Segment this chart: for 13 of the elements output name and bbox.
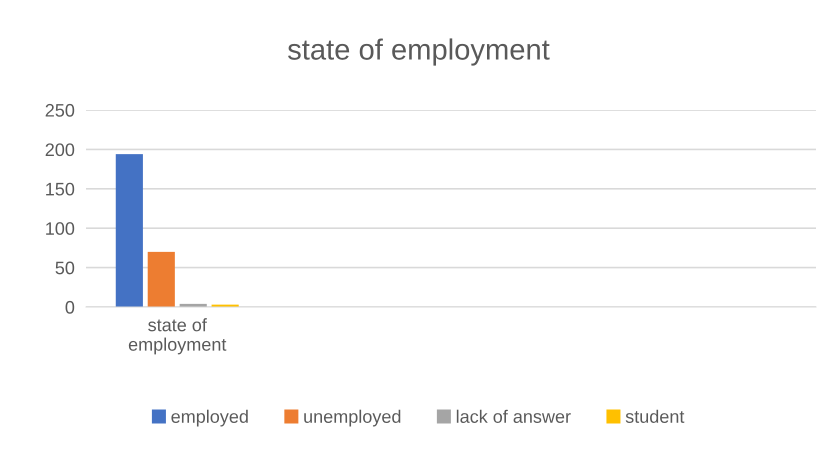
y-tick-label: 200 (46, 143, 74, 156)
y-tick-label: 50 (56, 262, 74, 274)
chart-title: state of employment (288, 38, 550, 66)
legend-label: employed (171, 410, 248, 427)
y-tick-label: 150 (46, 182, 74, 196)
legend-label: unemployed (304, 410, 400, 427)
bar (116, 154, 143, 307)
bar (148, 252, 175, 307)
legend-label: student (626, 410, 684, 423)
y-tick-label: 250 (46, 104, 74, 117)
y-tick-label: 0 (66, 300, 74, 314)
legend-label: lack of answer (456, 410, 571, 423)
y-tick-label: 100 (46, 222, 74, 235)
